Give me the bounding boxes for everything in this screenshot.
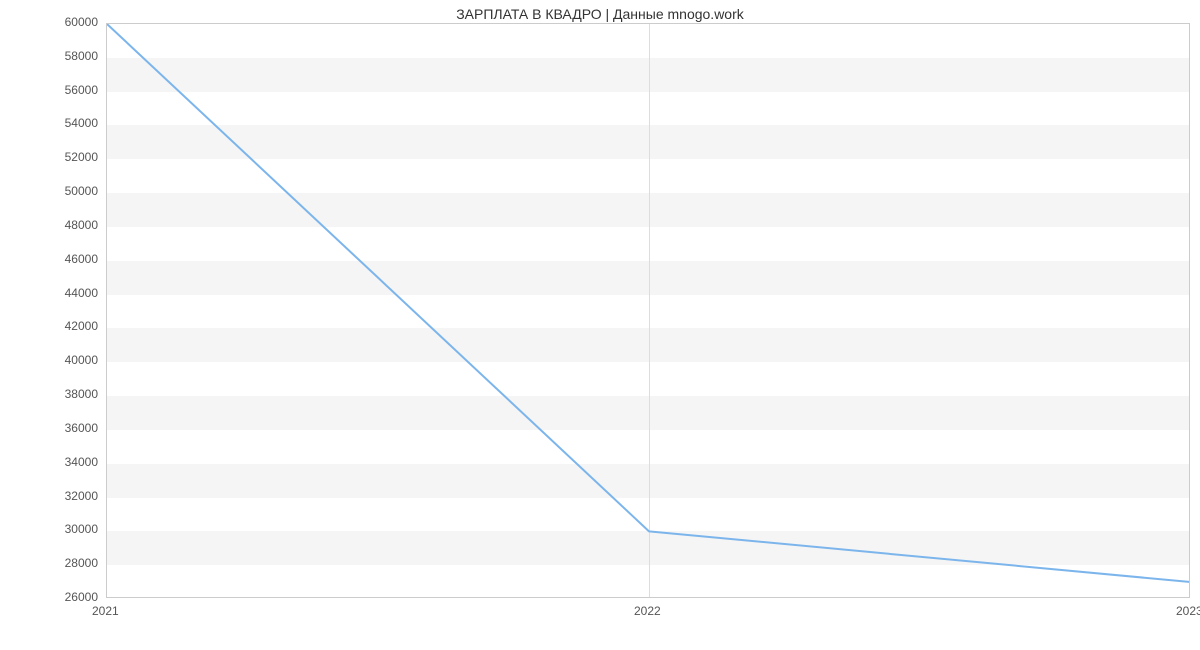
y-axis-label: 44000	[65, 286, 98, 300]
chart-container: ЗАРПЛАТА В КВАДРО | Данные mnogo.work 26…	[0, 0, 1200, 650]
x-axis-label: 2023	[1176, 604, 1200, 618]
y-axis-label: 60000	[65, 15, 98, 29]
plot-area	[106, 23, 1190, 598]
y-axis-label: 46000	[65, 252, 98, 266]
y-axis-label: 50000	[65, 184, 98, 198]
x-axis-label: 2022	[634, 604, 661, 618]
y-axis-label: 36000	[65, 421, 98, 435]
y-axis-label: 54000	[65, 116, 98, 130]
y-axis-label: 28000	[65, 556, 98, 570]
y-axis-label: 58000	[65, 49, 98, 63]
salary-line	[107, 24, 1190, 582]
y-axis-label: 26000	[65, 590, 98, 604]
y-axis-label: 34000	[65, 455, 98, 469]
chart-title: ЗАРПЛАТА В КВАДРО | Данные mnogo.work	[0, 6, 1200, 22]
y-axis-label: 42000	[65, 319, 98, 333]
y-axis-label: 38000	[65, 387, 98, 401]
y-axis-label: 52000	[65, 150, 98, 164]
y-axis-label: 48000	[65, 218, 98, 232]
line-series	[107, 24, 1190, 598]
y-axis-label: 30000	[65, 522, 98, 536]
y-axis-label: 56000	[65, 83, 98, 97]
y-axis-label: 40000	[65, 353, 98, 367]
x-axis-label: 2021	[92, 604, 119, 618]
y-axis-label: 32000	[65, 489, 98, 503]
